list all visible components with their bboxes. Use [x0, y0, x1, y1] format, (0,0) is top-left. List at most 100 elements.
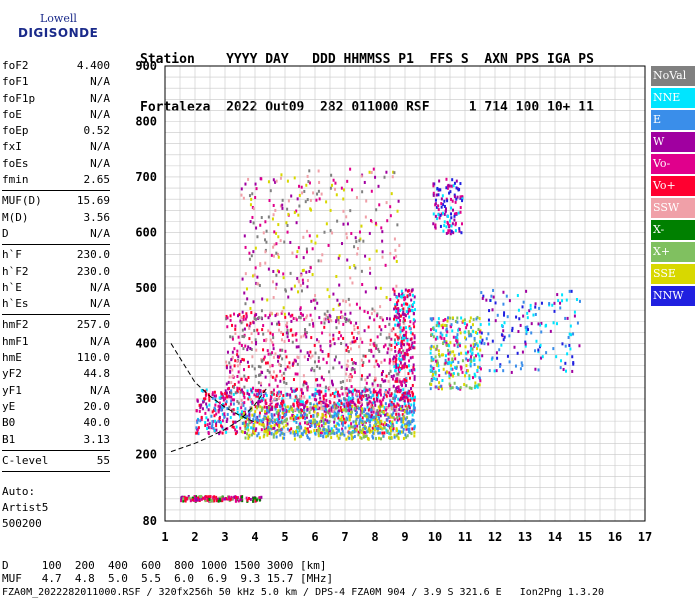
- echo-point: [320, 402, 323, 406]
- echo-point: [412, 346, 415, 350]
- echo-point: [379, 316, 382, 320]
- echo-point: [282, 399, 285, 403]
- echo-point: [405, 425, 408, 429]
- echo-point: [451, 386, 454, 390]
- echo-point: [397, 412, 400, 416]
- echo-point: [487, 318, 490, 322]
- echo-point: [481, 338, 484, 342]
- echo-point: [454, 357, 457, 361]
- echo-point: [534, 349, 537, 353]
- echo-point: [496, 313, 499, 317]
- legend-entry: SSW: [651, 198, 695, 220]
- echo-point: [450, 184, 453, 188]
- echo-point: [294, 430, 297, 434]
- echo-point: [441, 323, 444, 327]
- echo-point: [377, 411, 380, 415]
- echo-point: [392, 287, 395, 291]
- echo-point: [306, 174, 309, 178]
- echo-point: [218, 417, 221, 421]
- echo-point: [236, 386, 239, 390]
- echo-point: [451, 222, 454, 226]
- echo-point: [319, 348, 322, 352]
- echo-point: [565, 369, 568, 373]
- echo-point: [317, 434, 320, 438]
- echo-point: [470, 346, 473, 350]
- y-tick-label: 200: [135, 447, 157, 461]
- echo-point: [560, 359, 563, 363]
- echo-point: [224, 392, 227, 396]
- echo-point: [372, 342, 375, 346]
- echo-point: [328, 386, 331, 390]
- echo-point: [342, 188, 345, 192]
- echo-point: [279, 433, 282, 437]
- echo-point: [340, 342, 343, 346]
- echo-point: [330, 436, 333, 440]
- echo-point: [316, 192, 319, 196]
- echo-point: [214, 397, 217, 401]
- echo-point: [478, 340, 481, 344]
- echo-point: [387, 404, 390, 408]
- echo-point: [331, 415, 334, 419]
- echo-point: [364, 427, 367, 431]
- param-key: hmE: [2, 351, 22, 365]
- echo-point: [268, 383, 271, 387]
- echo-point: [262, 417, 265, 421]
- echo-point: [553, 301, 556, 305]
- echo-point: [213, 495, 216, 499]
- echo-point: [401, 413, 404, 417]
- echo-point: [353, 424, 356, 428]
- echo-point: [247, 365, 250, 369]
- echo-point: [356, 394, 359, 398]
- echo-point: [528, 309, 531, 313]
- echo-point: [443, 204, 446, 208]
- echo-point: [308, 354, 311, 358]
- echo-point: [325, 200, 328, 204]
- echo-point: [319, 383, 322, 387]
- echo-point: [254, 196, 257, 200]
- echo-point: [293, 437, 296, 441]
- echo-point: [373, 318, 376, 322]
- echo-point: [461, 370, 464, 374]
- echo-point: [326, 309, 329, 313]
- echo-point: [212, 499, 215, 503]
- echo-point: [402, 398, 405, 402]
- echo-point: [468, 374, 471, 378]
- echo-point: [309, 266, 312, 270]
- echo-point: [393, 408, 396, 412]
- echo-point: [329, 339, 332, 343]
- echo-point: [400, 397, 403, 401]
- echo-point: [330, 406, 333, 410]
- echo-point: [285, 355, 288, 359]
- echo-point: [354, 408, 357, 412]
- echo-point: [379, 402, 382, 406]
- echo-point: [305, 415, 308, 419]
- echo-point: [314, 306, 317, 310]
- echo-point: [331, 404, 334, 408]
- param-value: 230.0: [76, 264, 110, 278]
- echo-point: [197, 418, 200, 422]
- echo-point: [524, 344, 527, 348]
- echo-point: [303, 189, 306, 193]
- echo-point: [397, 385, 400, 389]
- echo-point: [254, 420, 257, 424]
- echo-point: [402, 293, 405, 297]
- echo-point: [244, 245, 247, 249]
- param-separator: [2, 471, 110, 473]
- echo-point: [398, 408, 401, 412]
- echo-point: [451, 178, 454, 182]
- echo-point: [215, 498, 218, 502]
- echo-point: [393, 433, 396, 437]
- echo-point: [291, 340, 294, 344]
- echo-point: [252, 274, 255, 278]
- echo-point: [372, 397, 375, 401]
- echo-point: [226, 412, 229, 416]
- echo-point: [241, 499, 244, 503]
- echo-point: [316, 338, 319, 342]
- echo-point: [372, 431, 375, 435]
- echo-point: [394, 305, 397, 309]
- echo-point: [477, 327, 480, 331]
- echo-point: [318, 406, 321, 410]
- echo-point: [392, 407, 395, 411]
- echo-point: [354, 412, 357, 416]
- echo-point: [386, 429, 389, 433]
